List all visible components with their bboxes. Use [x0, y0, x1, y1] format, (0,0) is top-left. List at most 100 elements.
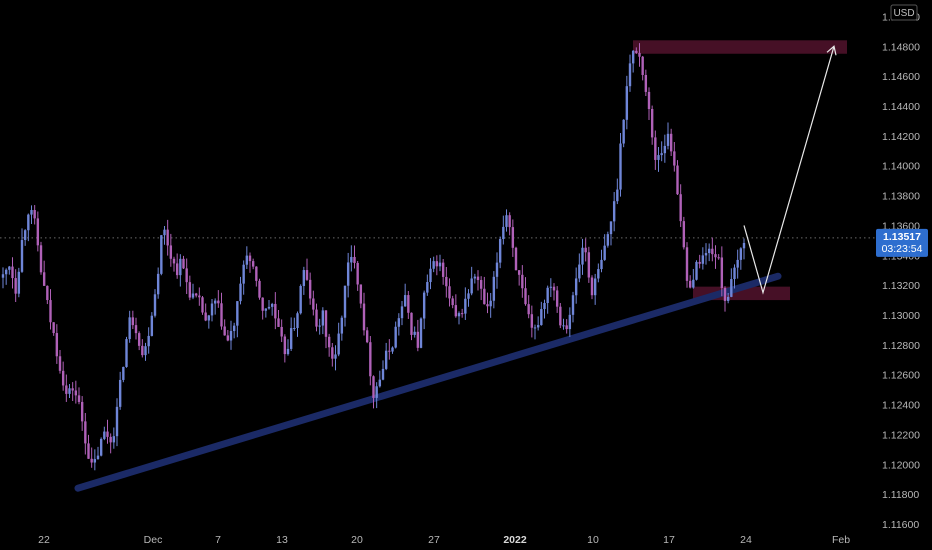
- candle-body: [198, 295, 201, 298]
- candle-body: [23, 230, 27, 241]
- candle-body: [372, 376, 375, 398]
- candle-body: [654, 137, 657, 160]
- price-tick-label: 1.14200: [882, 131, 920, 143]
- candle-body: [207, 315, 211, 321]
- candle-body: [527, 304, 530, 315]
- candle-body: [400, 306, 404, 319]
- candle-body: [58, 356, 62, 371]
- candle-body: [489, 300, 492, 307]
- candle-body: [315, 309, 318, 327]
- candle-body: [334, 354, 337, 359]
- candle-body: [166, 229, 169, 246]
- candle-body: [711, 248, 714, 255]
- candle-body: [144, 346, 147, 356]
- candle-body: [93, 459, 97, 463]
- candle-body: [55, 333, 59, 357]
- candle-body: [540, 309, 543, 326]
- candle-body: [27, 214, 30, 231]
- candle-body: [274, 303, 277, 319]
- candle-body: [201, 297, 204, 313]
- candle-body: [552, 286, 556, 291]
- candle-body: [692, 279, 695, 288]
- candle-body: [397, 318, 401, 327]
- candle-body: [381, 368, 385, 380]
- candle-body: [277, 318, 280, 327]
- candle-body: [258, 280, 261, 298]
- candle-body: [150, 315, 154, 336]
- candle-body: [213, 300, 217, 304]
- time-axis[interactable]: 22 Dec 7 13 20 27 2022 10 17 24 Feb: [38, 534, 850, 546]
- candle-body: [660, 153, 663, 156]
- candle-body: [726, 296, 730, 301]
- candle-body: [286, 348, 290, 355]
- target-resistance-zone[interactable]: [633, 40, 847, 54]
- candle-body: [647, 91, 651, 109]
- price-tick-label: 1.11600: [882, 519, 919, 531]
- bar-countdown: 03:23:54: [882, 243, 923, 255]
- candle-body: [42, 272, 46, 286]
- currency-badge-label: USD: [893, 8, 914, 19]
- candle-body: [293, 328, 296, 330]
- candle-body: [302, 270, 306, 286]
- candle-body: [375, 386, 378, 398]
- candle-body: [413, 331, 416, 335]
- candle-body: [650, 108, 654, 138]
- candle-body: [422, 292, 426, 319]
- candle-body: [549, 286, 553, 288]
- time-tick-label: 2022: [503, 534, 527, 546]
- candle-body: [33, 210, 36, 219]
- time-tick-label: 22: [38, 534, 50, 546]
- candle-body: [264, 308, 268, 311]
- candle-body: [638, 52, 641, 57]
- price-tick-label: 1.12000: [882, 459, 920, 471]
- candle-body: [495, 262, 499, 277]
- price-tick-label: 1.12400: [882, 400, 920, 412]
- candle-body: [321, 310, 325, 326]
- price-tick-label: 1.13800: [882, 191, 920, 203]
- candle-body: [223, 326, 226, 336]
- candle-body: [251, 261, 255, 267]
- candle-body: [384, 350, 388, 369]
- candle-body: [578, 264, 581, 279]
- candle-body: [242, 264, 245, 284]
- candle-body: [267, 306, 271, 309]
- candle-body: [457, 313, 461, 317]
- candle-body: [641, 56, 644, 75]
- candle-body: [134, 325, 138, 334]
- candle-body: [52, 322, 55, 334]
- candle-body: [337, 333, 340, 355]
- candle-body: [571, 295, 575, 315]
- candle-body: [448, 286, 451, 299]
- candle-body: [524, 288, 527, 305]
- candle-body: [536, 325, 540, 328]
- candle-body: [388, 350, 391, 352]
- time-tick-label: 24: [740, 534, 752, 546]
- candle-body: [125, 339, 128, 367]
- time-tick-label: 17: [663, 534, 675, 546]
- time-tick-label: Dec: [144, 534, 163, 546]
- candle-body: [429, 268, 432, 283]
- candle-body: [365, 330, 369, 343]
- currency-badge[interactable]: USD: [890, 4, 918, 21]
- candle-body: [543, 302, 546, 310]
- candle-body: [407, 295, 410, 313]
- candle-body: [555, 290, 559, 307]
- candle-body: [717, 257, 720, 259]
- candle-body: [30, 210, 33, 215]
- candle-body: [435, 261, 439, 267]
- projection-path[interactable]: [743, 46, 835, 295]
- candle-body: [432, 261, 435, 269]
- candle-body: [574, 278, 578, 296]
- candle-body: [666, 133, 670, 146]
- arrow-head-icon: [826, 45, 837, 56]
- candle-body: [118, 379, 122, 407]
- candle-body: [628, 63, 632, 87]
- candle-body: [514, 247, 518, 271]
- candle-body: [391, 347, 394, 352]
- candle-body: [568, 314, 572, 330]
- price-axis[interactable]: 1.150001.148001.146001.144001.142001.140…: [882, 11, 920, 531]
- candle-body: [137, 333, 141, 346]
- candle-body: [378, 379, 382, 387]
- ascending-trendline[interactable]: [74, 272, 782, 492]
